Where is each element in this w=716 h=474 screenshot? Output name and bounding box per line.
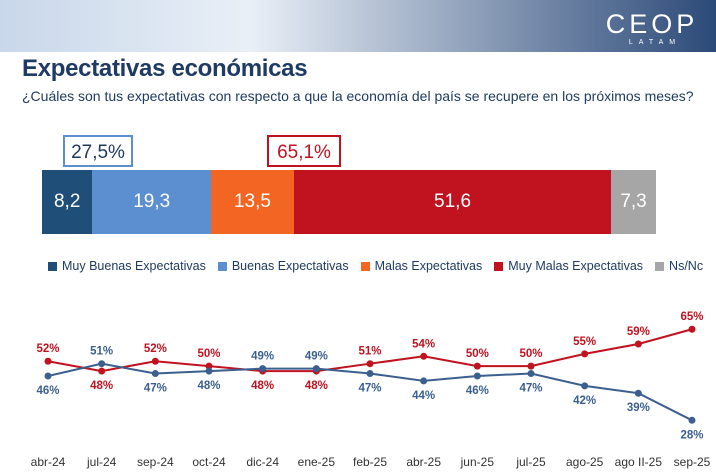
x-tick-label: ago-25 — [566, 455, 604, 469]
x-tick-label: sep-25 — [674, 455, 711, 469]
positive-total-box: 27,5% — [63, 135, 133, 167]
data-label: 50% — [197, 348, 220, 360]
data-point — [527, 370, 535, 378]
data-label: 48% — [90, 380, 113, 392]
data-label: 50% — [466, 348, 489, 360]
data-point — [473, 372, 481, 380]
data-point — [151, 357, 159, 365]
data-point — [205, 362, 213, 370]
data-point — [205, 367, 213, 375]
data-point — [420, 377, 428, 385]
ceop-logo: CEOP LATAM — [602, 10, 702, 48]
data-label: 42% — [573, 395, 596, 407]
legend-swatch — [217, 261, 227, 271]
negative-total-box: 65,1% — [267, 135, 341, 167]
header-band — [0, 0, 716, 52]
data-point — [98, 367, 106, 375]
data-label: 52% — [144, 343, 167, 355]
bar-segment: 7,3 — [611, 170, 656, 234]
data-label: 65% — [680, 311, 703, 323]
legend-label: Buenas Expectativas — [231, 259, 349, 273]
data-label: 49% — [251, 351, 274, 363]
data-point — [312, 365, 320, 373]
x-tick-label: sep-24 — [137, 455, 174, 469]
x-tick-label: jul-25 — [515, 455, 546, 469]
data-point — [473, 362, 481, 370]
page-title: Expectativas económicas — [22, 55, 308, 82]
data-point — [634, 389, 642, 397]
data-label: 48% — [251, 380, 274, 392]
legend-swatch — [48, 261, 57, 271]
data-label: 47% — [519, 383, 542, 395]
trend-line-chart: 52% 48% 52% 50% 48% 48% 51% 54% 50% 50% 55% 59% 65% 4… — [31, 311, 711, 469]
data-point — [420, 352, 428, 360]
bar-segment: 8,2 — [42, 170, 93, 234]
data-point — [366, 370, 374, 378]
data-point — [151, 370, 159, 378]
data-label: 47% — [144, 383, 167, 395]
x-tick-label: ene-25 — [298, 455, 336, 469]
x-tick-label: jun-25 — [460, 455, 495, 469]
legend-item: Ns/Nc — [655, 259, 703, 273]
x-tick-label: ago II-25 — [615, 455, 663, 469]
data-label: 55% — [573, 336, 596, 348]
legend-label: Muy Buenas Expectativas — [62, 259, 206, 273]
legend: Muy Buenas Expectativas Buenas Expectativ… — [48, 259, 715, 273]
bar-segment: 51,6 — [293, 170, 612, 234]
data-point — [366, 360, 374, 368]
legend-label: Malas Expectativas — [374, 259, 483, 273]
x-tick-label: abr-24 — [31, 455, 66, 469]
bar-segment: 13,5 — [211, 170, 294, 234]
x-tick-label: feb-25 — [353, 455, 387, 469]
legend-item: Buenas Expectativas — [217, 259, 349, 273]
data-label: 47% — [358, 383, 381, 395]
x-tick-label: jul-24 — [86, 455, 117, 469]
legend-label: Ns/Nc — [669, 259, 704, 273]
legend-item: Malas Expectativas — [360, 259, 483, 273]
data-label: 39% — [627, 402, 650, 414]
data-label: 50% — [519, 348, 542, 360]
data-point — [98, 360, 106, 368]
data-label: 51% — [358, 346, 381, 358]
logo-sub-text: LATAM — [628, 39, 682, 46]
data-label: 49% — [305, 351, 328, 363]
legend-swatch — [360, 261, 370, 271]
data-label: 44% — [412, 390, 435, 402]
data-label: 48% — [305, 380, 328, 392]
stacked-bar: 8,2 19,3 13,5 51,6 7,3 — [42, 170, 656, 234]
data-label: 59% — [627, 326, 650, 338]
data-label: 46% — [466, 385, 489, 397]
data-label: 52% — [36, 343, 59, 355]
data-point — [44, 357, 52, 365]
x-tick-label: dic-24 — [246, 455, 279, 469]
logo-main-text: CEOP — [605, 9, 699, 39]
data-label: 51% — [90, 346, 113, 358]
legend-swatch — [655, 261, 665, 271]
data-point — [259, 365, 267, 373]
bar-segment: 19,3 — [92, 170, 211, 234]
x-tick-label: abr-25 — [406, 455, 441, 469]
legend-label: Muy Malas Expectativas — [508, 259, 644, 273]
data-point — [688, 416, 696, 424]
data-point — [527, 362, 535, 370]
data-label: 54% — [412, 338, 435, 350]
data-label: 48% — [197, 380, 220, 392]
x-tick-label: oct-24 — [192, 455, 226, 469]
data-point — [581, 350, 589, 358]
page-subtitle: ¿Cuáles son tus expectativas con respect… — [22, 88, 694, 104]
data-label: 28% — [680, 429, 703, 441]
data-point — [44, 372, 52, 380]
legend-item: Muy Malas Expectativas — [494, 259, 643, 273]
data-point — [581, 382, 589, 390]
legend-swatch — [494, 261, 504, 271]
legend-item: Muy Buenas Expectativas — [48, 259, 206, 273]
data-point — [634, 340, 642, 348]
data-point — [688, 325, 696, 333]
data-label: 46% — [36, 385, 59, 397]
